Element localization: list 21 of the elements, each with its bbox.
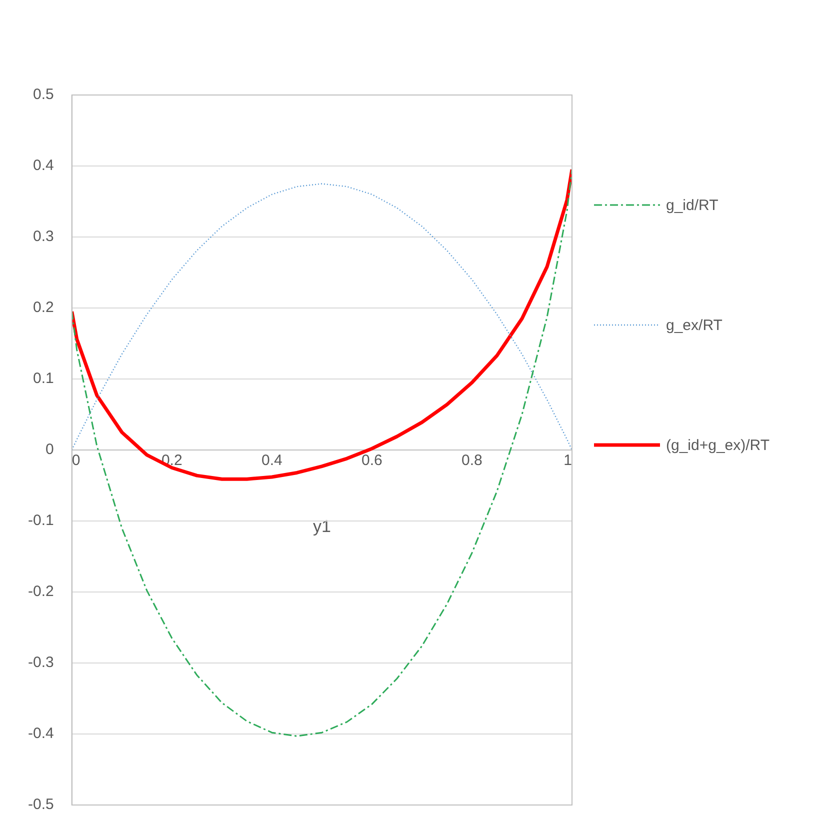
y-tick-label: -0.3 (28, 654, 54, 672)
y-tick-label: -0.5 (28, 796, 54, 814)
line-series (72, 168, 572, 737)
y-tick-label: -0.4 (28, 725, 54, 742)
legend-label: (g_id+g_ex)/RT (666, 436, 770, 454)
x-tick-label: 0 (72, 452, 80, 470)
y-tick-label: 0.2 (32, 299, 54, 316)
legend-label: g_id/RT (666, 196, 718, 214)
x-tick-label: 0.6 (362, 452, 382, 470)
y-tick-label: 0 (46, 441, 54, 458)
x-tick-label: 1 (564, 452, 572, 470)
y-tick-label: 0.4 (32, 157, 54, 174)
x-tick-label: 0.4 (261, 452, 282, 470)
y-tick-label: 0.5 (32, 86, 54, 104)
x-axis-title: y1 (312, 516, 331, 536)
y-tick-label: 0.3 (32, 228, 54, 246)
y-tick-label: -0.2 (28, 583, 54, 600)
x-tick-label: 0.8 (462, 452, 482, 470)
y-tick-label: 0.1 (32, 370, 54, 388)
y-tick-label: -0.1 (28, 512, 54, 530)
legend-label: g_ex/RT (666, 316, 722, 334)
